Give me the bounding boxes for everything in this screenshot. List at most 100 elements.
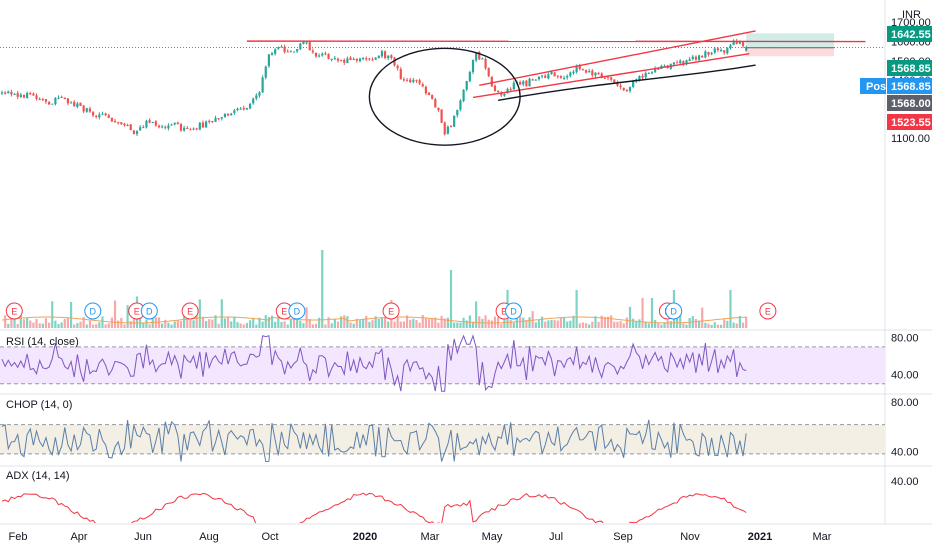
- candle-body[interactable]: [594, 72, 597, 76]
- candle-body[interactable]: [22, 95, 26, 98]
- candle-body[interactable]: [230, 113, 233, 116]
- candle-body[interactable]: [214, 117, 217, 122]
- candle-body[interactable]: [628, 86, 632, 92]
- candle-body[interactable]: [440, 109, 443, 123]
- candle-body[interactable]: [745, 47, 748, 51]
- candle-body[interactable]: [540, 75, 544, 77]
- candle-body[interactable]: [578, 65, 581, 70]
- candle-body[interactable]: [446, 126, 449, 134]
- candle-body[interactable]: [41, 98, 44, 100]
- candle-body[interactable]: [13, 93, 16, 95]
- candle-body[interactable]: [252, 98, 255, 104]
- candle-body[interactable]: [415, 79, 418, 81]
- candle-body[interactable]: [101, 113, 104, 115]
- candle-body[interactable]: [707, 51, 710, 55]
- candle-body[interactable]: [487, 68, 490, 77]
- candle-body[interactable]: [7, 91, 10, 94]
- candle-body[interactable]: [126, 125, 129, 127]
- candle-body[interactable]: [525, 80, 528, 87]
- candle-body[interactable]: [113, 121, 117, 123]
- candle-body[interactable]: [613, 79, 616, 83]
- candle-body[interactable]: [396, 65, 399, 69]
- candle-body[interactable]: [164, 127, 167, 129]
- trend-drawings[interactable]: [0, 30, 885, 146]
- candle-body[interactable]: [603, 77, 606, 79]
- candle-body[interactable]: [336, 58, 340, 61]
- candle-body[interactable]: [220, 117, 223, 119]
- candle-body[interactable]: [346, 58, 349, 64]
- candle-body[interactable]: [195, 128, 198, 130]
- candle-body[interactable]: [713, 48, 716, 53]
- candle-body[interactable]: [528, 78, 531, 87]
- candle-body[interactable]: [327, 53, 330, 59]
- candle-body[interactable]: [63, 97, 66, 100]
- candle-body[interactable]: [107, 115, 110, 118]
- candle-body[interactable]: [462, 89, 465, 101]
- candle-body[interactable]: [493, 85, 497, 92]
- candle-body[interactable]: [368, 58, 371, 60]
- candle-body[interactable]: [688, 59, 691, 61]
- candle-body[interactable]: [4, 92, 7, 95]
- event-marker-e[interactable]: E: [181, 302, 199, 320]
- candle-body[interactable]: [324, 53, 327, 55]
- candle-body[interactable]: [729, 45, 732, 48]
- candle-body[interactable]: [663, 65, 666, 67]
- candle-body[interactable]: [534, 79, 537, 81]
- candle-body[interactable]: [741, 41, 745, 47]
- candle-body[interactable]: [644, 73, 647, 78]
- candle-body[interactable]: [330, 58, 333, 60]
- candle-body[interactable]: [135, 131, 139, 134]
- candle-body[interactable]: [82, 105, 85, 112]
- candle-body[interactable]: [399, 69, 402, 80]
- candle-body[interactable]: [223, 113, 227, 118]
- candle-body[interactable]: [738, 41, 741, 44]
- candle-body[interactable]: [522, 81, 525, 85]
- candle-body[interactable]: [547, 74, 550, 79]
- candle-body[interactable]: [277, 47, 280, 49]
- candle-body[interactable]: [236, 108, 239, 111]
- candle-body[interactable]: [211, 120, 214, 122]
- candle-body[interactable]: [198, 122, 201, 130]
- candle-body[interactable]: [32, 93, 35, 96]
- candle-body[interactable]: [591, 70, 594, 76]
- candle-body[interactable]: [581, 69, 584, 71]
- candle-body[interactable]: [299, 43, 302, 50]
- candle-body[interactable]: [205, 121, 208, 128]
- candle-body[interactable]: [478, 51, 481, 60]
- candle-body[interactable]: [148, 120, 151, 123]
- candle-body[interactable]: [186, 127, 189, 129]
- candle-body[interactable]: [650, 72, 654, 74]
- candle-body[interactable]: [694, 56, 698, 60]
- candle-body[interactable]: [267, 54, 270, 66]
- candle-body[interactable]: [183, 127, 186, 131]
- candle-body[interactable]: [654, 68, 657, 72]
- candle-body[interactable]: [85, 108, 88, 112]
- candle-body[interactable]: [424, 86, 427, 94]
- candle-body[interactable]: [409, 79, 412, 83]
- candle-body[interactable]: [286, 51, 289, 53]
- candle-body[interactable]: [120, 122, 123, 125]
- event-marker-d[interactable]: D: [84, 302, 102, 320]
- candle-body[interactable]: [691, 56, 694, 60]
- channel-upper-line[interactable]: [479, 30, 756, 87]
- candle-body[interactable]: [365, 58, 368, 60]
- candle-body[interactable]: [465, 80, 468, 90]
- candle-body[interactable]: [371, 59, 374, 61]
- candle-body[interactable]: [264, 66, 267, 78]
- candle-body[interactable]: [88, 108, 92, 112]
- candle-body[interactable]: [638, 76, 641, 80]
- candle-body[interactable]: [19, 94, 22, 98]
- candle-body[interactable]: [167, 125, 170, 129]
- candle-body[interactable]: [161, 126, 164, 128]
- candle-body[interactable]: [431, 95, 434, 99]
- candle-body[interactable]: [255, 95, 258, 99]
- event-marker-d[interactable]: D: [140, 302, 158, 320]
- candle-body[interactable]: [584, 70, 588, 73]
- candle-body[interactable]: [443, 122, 446, 135]
- candle-body[interactable]: [123, 123, 126, 126]
- candle-body[interactable]: [622, 87, 625, 91]
- candle-body[interactable]: [26, 93, 29, 99]
- candle-body[interactable]: [481, 58, 484, 60]
- candle-body[interactable]: [421, 84, 424, 87]
- candle-body[interactable]: [641, 75, 644, 78]
